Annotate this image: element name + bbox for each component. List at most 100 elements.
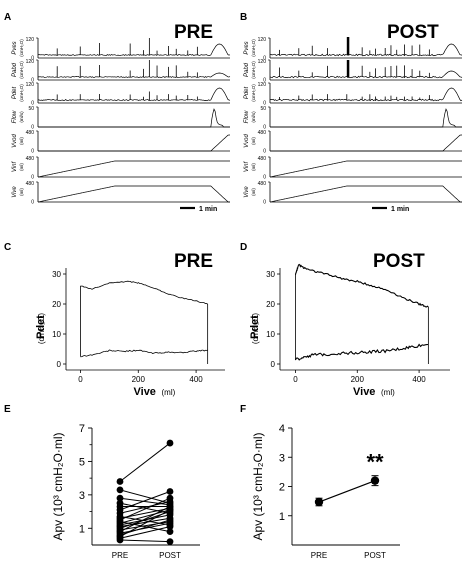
e-category-label: PRE (112, 551, 128, 560)
subject-line (119, 442, 171, 482)
title-A: PRE (174, 22, 213, 43)
subject-pair (116, 536, 174, 546)
subject-point-post (166, 504, 174, 512)
channel-vvod: Vvod (ml)480 0 (12, 130, 230, 155)
channel-label: Vinf (244, 161, 250, 173)
channel-trace (38, 108, 230, 128)
channel-unit: (ml/s) (19, 111, 24, 123)
e-y-tick-label: 1 (79, 523, 85, 535)
loop-x-label: Vive (353, 386, 375, 398)
mean-point (314, 497, 324, 507)
pressure-spike (346, 37, 350, 55)
subject-point-post (166, 528, 174, 536)
channel-unit: (ml/s) (251, 111, 256, 123)
channel-trace (38, 87, 231, 101)
subject-point-post (166, 494, 174, 502)
subject-line (119, 502, 171, 514)
scale-bar-B: 1 min (372, 206, 409, 213)
channel-label: Pabd (12, 62, 18, 77)
loop-y-label: Pdet (35, 315, 47, 339)
channel-tick-max: 120 (26, 37, 35, 43)
channel-unit: (cmH₂O) (251, 61, 256, 79)
loop-y-tick-label: 30 (266, 270, 275, 279)
channel-vive: Vive (ml)480 0 (12, 181, 230, 206)
channel-pdet: Pdet (cmH₂O) 120 0 (244, 82, 463, 107)
channel-unit: (ml) (251, 137, 256, 145)
channel-trace (269, 87, 463, 102)
channel-label: Pves (12, 41, 18, 54)
f-category-label: PRE (311, 551, 327, 560)
channel-tick-max: 480 (26, 181, 35, 187)
channel-unit: (cmH₂O) (19, 39, 24, 57)
significance-stars: ** (366, 450, 384, 475)
channel-tick-zero: 0 (31, 149, 34, 155)
channel-label: Vvod (12, 134, 18, 148)
channel-tick-max: 480 (26, 130, 35, 136)
e-y-tick-label: 7 (79, 423, 85, 435)
title-D: POST (373, 251, 425, 272)
panel-label-A: A (4, 12, 11, 23)
channel-tick-max: 120 (258, 37, 267, 43)
subject-point-pre (116, 486, 124, 494)
loop-x-tick-label: 400 (412, 375, 426, 384)
subject-point-pre (116, 514, 124, 522)
channel-unit: (cmH₂O) (19, 84, 24, 102)
loop-x-label: Vive (134, 386, 156, 398)
panel-label-C: C (4, 242, 11, 253)
channel-vive: Vive (ml)480 0 (244, 181, 462, 206)
mean-connector (318, 480, 376, 503)
loop-y-label: Pdet (249, 315, 261, 339)
voiding-curve (294, 263, 429, 308)
loop-x-tick-label: 0 (293, 375, 298, 384)
loop-y-tick-label: 10 (52, 330, 61, 339)
channel-tick-zero: 0 (31, 101, 34, 107)
channel-label: Vive (244, 186, 250, 198)
channel-trace (270, 134, 462, 152)
channel-tick-zero: 0 (263, 200, 266, 206)
subject-line (119, 507, 171, 519)
channel-trace (269, 185, 462, 203)
subject-line (119, 539, 171, 543)
channel-trace (270, 108, 462, 128)
subject-line (119, 506, 171, 533)
channel-trace (269, 70, 463, 79)
channel-flow: Flow (ml/s) 50 0 (244, 106, 462, 131)
subject-line (119, 501, 171, 514)
scale-bar-label-A: 1 min (199, 206, 217, 213)
paired-plot-E: 1 3 5 7 PRE POST Apv (10³ cmH₂O·ml) (51, 423, 200, 560)
loop-x-unit: (ml) (381, 388, 395, 397)
pressure-spike (346, 60, 350, 77)
panel-label-E: E (4, 404, 11, 415)
channel-tick-max: 480 (258, 130, 267, 136)
loop-y-unit: (cmH₂O) (251, 313, 260, 344)
loop-y-tick-label: 10 (266, 330, 275, 339)
channel-tick-max: 50 (28, 106, 34, 112)
channel-unit: (ml) (251, 163, 256, 171)
panel-label-B: B (240, 12, 247, 23)
channel-tick-zero: 0 (263, 56, 266, 62)
f-y-tick-label: 4 (279, 423, 285, 435)
loop-x-unit: (ml) (162, 388, 176, 397)
loop-x-tick-label: 0 (78, 375, 83, 384)
channel-vvod: Vvod (ml)480 0 (244, 130, 462, 155)
loop-y-tick-label: 0 (57, 360, 62, 369)
channel-tick-max: 120 (258, 59, 267, 65)
subject-line (119, 526, 171, 539)
panel-label-D: D (240, 242, 247, 253)
channel-label: Vvod (244, 134, 250, 148)
channel-tick-zero: 0 (263, 101, 266, 107)
title-C: PRE (174, 251, 213, 272)
channel-flow: Flow (ml/s) 50 0 (12, 106, 230, 131)
channel-label: Pdet (244, 86, 250, 99)
subject-point-post (166, 488, 174, 495)
channel-label: Pves (244, 41, 250, 54)
channel-tick-zero: 0 (263, 175, 266, 181)
panel-label-F: F (240, 404, 246, 415)
channel-tick-zero: 0 (31, 78, 34, 84)
channel-unit: (ml) (19, 163, 24, 171)
channel-label: Pdet (12, 86, 18, 99)
scale-bar-label-B: 1 min (391, 206, 409, 213)
